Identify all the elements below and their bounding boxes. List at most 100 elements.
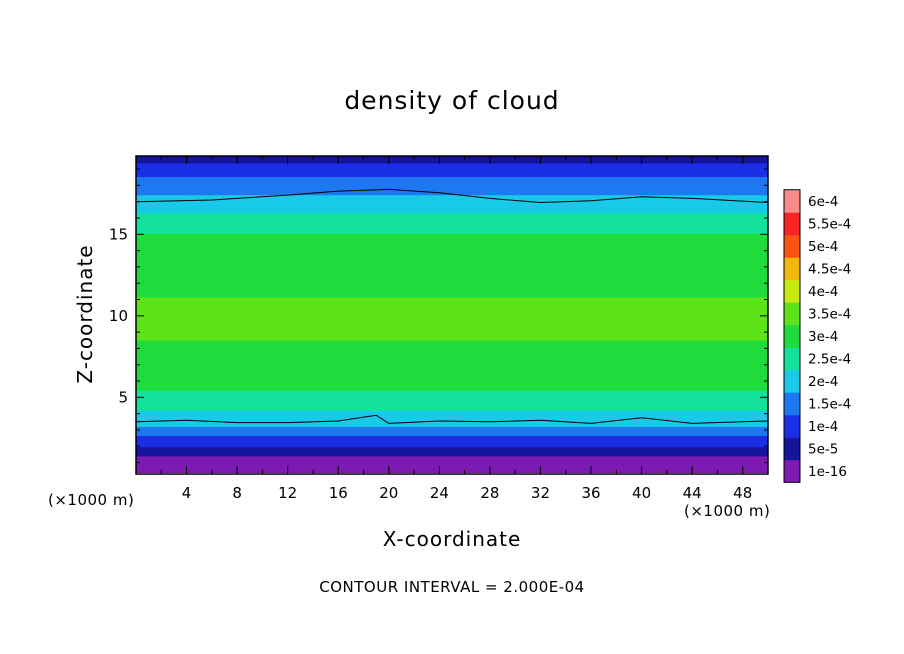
x-tick-label: 16	[329, 484, 348, 502]
x-tick-label: 36	[581, 484, 600, 502]
colorbar-swatch	[784, 257, 800, 281]
field-band	[136, 296, 768, 300]
contour-line	[135, 188, 769, 204]
x-tick-label: 8	[232, 484, 242, 502]
field-band	[136, 358, 768, 362]
colorbar-swatch	[784, 279, 800, 303]
field-band	[136, 219, 768, 223]
field-band	[136, 235, 768, 239]
colorbar-swatch	[784, 392, 800, 416]
field-band	[136, 446, 768, 450]
field-band	[136, 255, 768, 259]
field-band	[136, 217, 768, 221]
field-band	[136, 417, 768, 421]
field-band	[136, 405, 768, 409]
field-band	[136, 339, 768, 343]
field-band	[136, 444, 768, 448]
field-band	[136, 305, 768, 309]
field-band	[136, 269, 768, 273]
colorbar-label: 1.5e-4	[808, 397, 851, 413]
x-unit-left: (×1000 m)	[48, 491, 135, 509]
chart-title: density of cloud	[344, 86, 560, 115]
field-band	[136, 319, 768, 323]
field-band	[136, 283, 768, 287]
field-band	[136, 321, 768, 325]
colorbar-swatch	[784, 302, 800, 326]
colorbar-swatch	[784, 234, 800, 258]
x-tick-label: 44	[683, 484, 702, 502]
field-band	[136, 178, 768, 182]
colorbar-label: 3.5e-4	[808, 307, 851, 323]
field-band	[136, 208, 768, 212]
field-band	[136, 464, 768, 468]
field-band	[136, 271, 768, 275]
field-band	[136, 169, 768, 173]
field-band	[136, 396, 768, 400]
field-band	[136, 290, 768, 293]
field-band	[136, 349, 768, 352]
field-band	[136, 160, 768, 164]
field-band	[136, 374, 768, 377]
field-band	[136, 469, 768, 473]
field-band	[136, 342, 768, 346]
field-band	[136, 294, 768, 298]
field-band	[136, 242, 768, 246]
field-band	[136, 226, 768, 230]
field-band	[136, 392, 768, 396]
x-tick-label: 28	[480, 484, 499, 502]
field-band	[136, 244, 768, 248]
field-band	[136, 260, 768, 264]
field-band	[136, 299, 768, 302]
y-tick-label: 5	[118, 388, 128, 406]
field-band	[136, 324, 768, 327]
field-band	[136, 439, 768, 443]
field-band	[136, 278, 768, 282]
field-band	[136, 180, 768, 184]
field-band	[136, 233, 768, 237]
field-band	[136, 333, 768, 337]
field-band	[136, 430, 768, 434]
field-band	[136, 353, 768, 357]
colorbar-label: 2e-4	[808, 374, 838, 390]
field-band	[136, 455, 768, 459]
field-band	[136, 174, 768, 178]
field-band	[136, 190, 768, 193]
field-band	[136, 312, 768, 316]
field-band	[136, 403, 768, 407]
field-band	[136, 301, 768, 305]
field-band	[136, 176, 768, 180]
field-band	[136, 328, 768, 332]
field-band	[136, 442, 768, 446]
x-tick-label: 20	[379, 484, 398, 502]
field-band	[136, 199, 768, 203]
field-band	[136, 292, 768, 296]
x-tick-label: 32	[531, 484, 550, 502]
field-band	[136, 408, 768, 411]
field-band	[136, 287, 768, 291]
field-band	[136, 215, 768, 218]
field-band	[136, 360, 768, 364]
colorbar-label: 5e-5	[808, 442, 838, 458]
y-tick-label: 10	[109, 307, 128, 325]
field-band	[136, 240, 768, 243]
field-band	[136, 351, 768, 355]
colorbar-swatch	[784, 414, 800, 438]
colorbar-label: 4e-4	[808, 284, 838, 300]
field-band	[136, 389, 768, 393]
field-band	[136, 369, 768, 373]
field-band	[136, 460, 768, 464]
x-tick-label: 4	[182, 484, 192, 502]
colorbar-label: 1e-4	[808, 419, 838, 435]
field-band	[136, 167, 768, 171]
colorbar-label: 2.5e-4	[808, 352, 851, 368]
field-band	[136, 308, 768, 312]
field-band	[136, 246, 768, 250]
field-band	[136, 385, 768, 389]
field-band	[136, 310, 768, 314]
colorbar-label: 6e-4	[808, 194, 838, 210]
field-band	[136, 249, 768, 252]
field-band	[136, 376, 768, 380]
field-band	[136, 394, 768, 398]
colorbar-swatch	[784, 369, 800, 393]
